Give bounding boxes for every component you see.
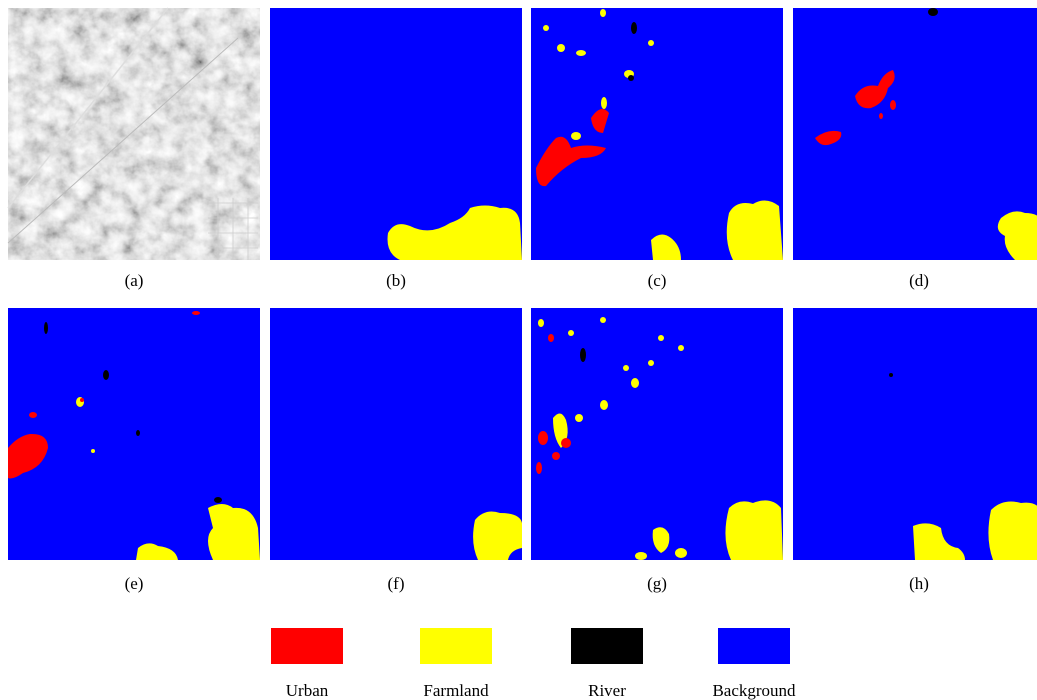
legend-label: Background (712, 681, 796, 700)
panel-label: (b) (386, 271, 406, 290)
figure: (a) (b) (c) (d) (e) (f) (g) (h) Urban Farmland Ri… (0, 0, 1037, 700)
panel-label: (e) (125, 574, 144, 593)
panel-label: (c) (648, 271, 667, 290)
panel-label: (a) (125, 271, 144, 290)
legend: Urban Farmland River Background (271, 628, 796, 700)
legend-swatch (718, 628, 790, 664)
panel-label: (f) (388, 574, 405, 593)
panel-map (270, 8, 522, 260)
legend-label: Farmland (423, 681, 489, 700)
legend-swatch (271, 628, 343, 664)
panel-map (793, 308, 1037, 560)
panel-map (270, 308, 522, 560)
panel-image (8, 8, 260, 260)
panel-label: (d) (909, 271, 929, 290)
panel-label: (g) (647, 574, 667, 593)
legend-label: River (588, 681, 626, 700)
panel-label: (h) (909, 574, 929, 593)
legend-label: Urban (286, 681, 329, 700)
panel-map (531, 308, 783, 560)
panel-map (531, 8, 783, 260)
panel-map (793, 8, 1037, 260)
legend-swatch (420, 628, 492, 664)
panel-map (8, 308, 260, 560)
legend-swatch (571, 628, 643, 664)
